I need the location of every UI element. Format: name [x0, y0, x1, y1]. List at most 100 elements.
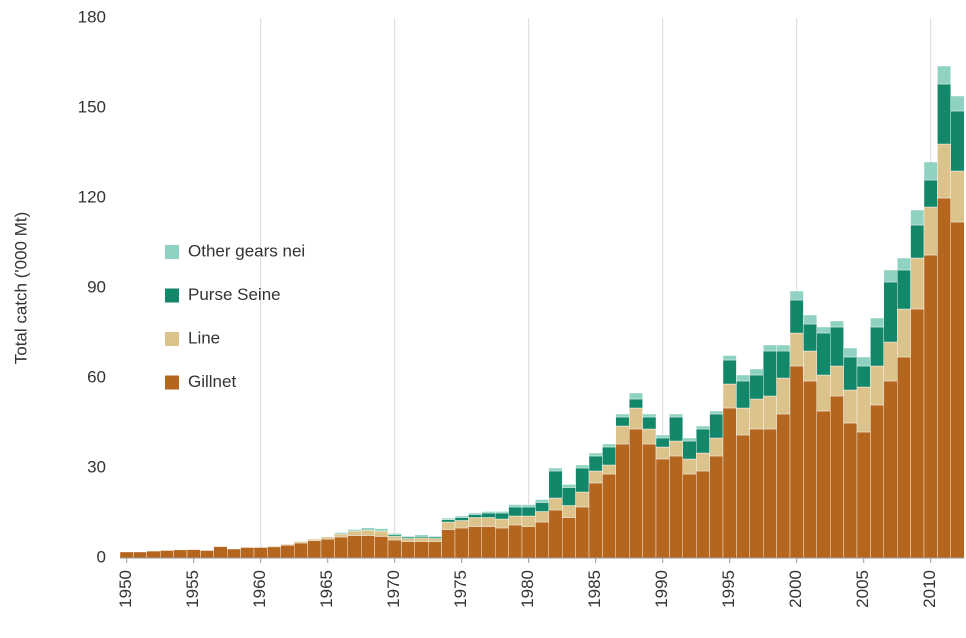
bar-segment — [361, 535, 375, 559]
bar-segment — [682, 473, 697, 559]
bar-segment — [441, 521, 456, 530]
bar-segment — [722, 383, 737, 409]
bar-segment — [414, 537, 429, 542]
bar-segment — [428, 536, 442, 539]
bar-segment — [535, 499, 550, 503]
bar-segment — [334, 533, 348, 538]
bar-segment — [481, 512, 496, 518]
bar-segment — [374, 528, 389, 532]
bar-segment — [615, 425, 630, 445]
bar-segment — [655, 446, 670, 460]
bar-segment — [548, 467, 563, 472]
bar-segment — [575, 467, 590, 493]
bar-segment — [521, 515, 536, 527]
bar-segment — [950, 110, 965, 172]
bar-segment — [602, 464, 617, 475]
bar-segment — [709, 455, 724, 559]
bar-segment — [602, 473, 617, 559]
x-tick-label: 2005 — [853, 570, 872, 608]
bar-segment — [923, 179, 938, 208]
bar-segment — [588, 455, 603, 472]
bar-segment — [468, 512, 482, 515]
bar-segment — [937, 143, 952, 199]
legend-label: Other gears nei — [188, 241, 305, 260]
bar-segment — [910, 308, 925, 559]
x-tick-label: 1975 — [451, 570, 470, 608]
bar-segment — [173, 549, 188, 559]
bar-segment — [387, 534, 402, 537]
bar-segment — [374, 530, 389, 537]
bar-segment — [133, 551, 147, 559]
bar-segment — [950, 221, 965, 559]
bar-segment — [468, 526, 482, 559]
y-axis-title: Total catch ('000 Mt) — [11, 212, 30, 365]
bar-segment — [200, 550, 214, 559]
bar-segment — [937, 197, 952, 559]
bar-segment — [495, 512, 509, 520]
bar-segment — [428, 538, 442, 542]
x-tick-label: 2010 — [920, 570, 939, 608]
bar-segment — [883, 281, 898, 343]
bar-segment — [468, 514, 482, 518]
bar-segment — [562, 487, 576, 506]
legend-label: Line — [188, 328, 220, 347]
legend-swatch — [165, 245, 179, 259]
bar-segment — [923, 206, 938, 256]
bar-segment — [267, 546, 281, 559]
bar-segment — [722, 355, 737, 361]
bar-segment — [696, 425, 710, 430]
bar-segment — [387, 539, 402, 559]
bar-segment — [736, 374, 751, 382]
bar-segment — [776, 344, 791, 352]
bar-segment — [602, 446, 617, 466]
bar-segment — [401, 541, 415, 559]
x-tick-label: 1950 — [116, 570, 135, 608]
bar-segment — [816, 332, 831, 376]
bar-segment — [320, 536, 335, 540]
bar-segment — [655, 458, 670, 559]
x-tick-label: 1980 — [518, 570, 537, 608]
bar-segment — [749, 374, 764, 400]
bar-segment — [401, 536, 415, 539]
bar-segment — [240, 547, 255, 559]
bar-segment — [763, 428, 777, 559]
bar-segment — [883, 380, 898, 559]
bar-segment — [575, 491, 590, 508]
bar-segment — [508, 524, 523, 559]
bar-segment — [401, 535, 415, 538]
bar-segment — [803, 314, 818, 325]
bar-segment — [468, 517, 482, 527]
bar-segment — [481, 517, 496, 527]
bar-segment — [642, 413, 657, 418]
bar-segment — [816, 374, 831, 412]
bar-segment — [763, 344, 777, 352]
bar-segment — [696, 470, 710, 559]
bar-segment — [950, 95, 965, 112]
bar-segment — [870, 404, 885, 559]
bar-segment — [789, 332, 804, 367]
bar-segment — [535, 511, 550, 523]
bar-segment — [146, 550, 161, 559]
bar-segment — [226, 548, 241, 559]
bar-segment — [856, 365, 871, 388]
x-tick-label: 1985 — [585, 570, 604, 608]
bar-segment — [454, 520, 469, 529]
bar-segment — [897, 308, 911, 358]
bar-segment — [776, 413, 791, 559]
bar-segment — [387, 536, 402, 541]
bar-segment — [347, 530, 362, 536]
bar-segment — [696, 428, 710, 454]
bar-segment — [870, 365, 885, 406]
y-tick-label: 60 — [87, 367, 106, 386]
bar-segment — [629, 428, 643, 559]
bar-segment — [736, 407, 751, 436]
bar-segment — [334, 536, 348, 559]
bar-segment — [521, 506, 536, 517]
bar-segment — [562, 505, 576, 518]
bar-segment — [629, 407, 643, 430]
bar-segment — [307, 540, 322, 559]
bar-segment — [535, 502, 550, 512]
bar-segment — [709, 410, 724, 415]
bar-segment — [387, 533, 402, 536]
